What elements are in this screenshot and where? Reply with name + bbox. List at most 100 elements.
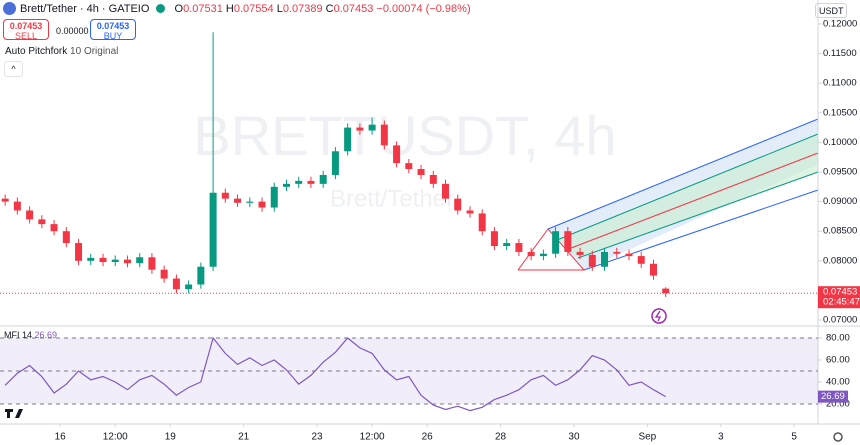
spread: 0.00000 xyxy=(56,26,89,36)
watermark-sub: Brett/Tether xyxy=(330,185,454,212)
currency-selector[interactable]: USDT xyxy=(815,3,847,18)
candle-body xyxy=(13,201,21,211)
candle-body xyxy=(356,127,364,131)
ohlc-value: 0.07389 xyxy=(282,3,323,15)
symbol-title: Brett/Tether · 4h · GATEIO xyxy=(20,3,150,15)
candle-body xyxy=(601,251,609,267)
candle-body xyxy=(429,174,437,184)
pitchfork-line xyxy=(556,133,819,241)
candle-body xyxy=(258,201,266,208)
indicator-name: Auto Pitchfork xyxy=(5,46,68,57)
candle-body xyxy=(368,124,376,131)
candle-body xyxy=(148,257,156,270)
symbol-icon xyxy=(3,2,16,15)
buy-button[interactable]: 0.07453 BUY xyxy=(90,19,136,41)
ohlc-value: 0.07554 xyxy=(233,3,274,15)
y-tick-label: 60.00 xyxy=(826,355,850,366)
countdown: 02:45:47 xyxy=(823,297,860,308)
candle-body xyxy=(209,192,217,267)
sell-label: SELL xyxy=(14,31,38,41)
change: −0.00074 (−0.98%) xyxy=(376,3,471,15)
mfi-line xyxy=(4,336,666,412)
y-tick-label: 0.10500 xyxy=(823,107,857,118)
y-tick-label: 0.11500 xyxy=(823,48,857,59)
pitchfork-median xyxy=(565,152,819,251)
pitchfork-line xyxy=(547,118,819,230)
x-tick-label: 19 xyxy=(165,432,177,443)
axis-unit: USDT xyxy=(819,6,844,16)
candle-body xyxy=(588,254,596,267)
x-tick-label: 12:00 xyxy=(103,432,128,443)
last-price-label: 0.07453 xyxy=(823,287,857,298)
mfi-last-box xyxy=(818,390,848,403)
candle-body xyxy=(319,174,327,184)
x-tick-label: 30 xyxy=(568,432,580,443)
y-tick-label: 80.00 xyxy=(826,333,850,344)
y-tick-label: 40.00 xyxy=(826,377,850,388)
candle-body xyxy=(576,251,584,255)
x-tick-label: 12:00 xyxy=(360,432,385,443)
candle-body xyxy=(172,278,180,290)
candle-body xyxy=(123,259,131,264)
x-tick-label: Sep xyxy=(638,432,656,443)
candle-body xyxy=(564,231,572,252)
y-tick-label: 0.09000 xyxy=(823,196,857,207)
settings-icon[interactable] xyxy=(833,432,843,442)
header: Brett/Tether · 4h · GATEIO O0.07531 H0.0… xyxy=(20,3,471,15)
candle-body xyxy=(307,180,315,184)
y-tick-label: 0.08000 xyxy=(823,255,857,266)
logo xyxy=(5,409,23,418)
x-tick-label: 26 xyxy=(422,432,434,443)
x-tick-label: 23 xyxy=(312,432,324,443)
candle-body xyxy=(295,180,303,184)
candle-body xyxy=(539,253,547,257)
pitchfork-line xyxy=(577,171,819,259)
candle-body xyxy=(637,256,645,264)
mfi-legend: MFI 14 26.69 xyxy=(4,330,57,340)
ohlc-key: C xyxy=(325,3,334,15)
candle-body xyxy=(136,257,144,264)
candle-body xyxy=(662,288,670,294)
candle-body xyxy=(246,201,254,203)
candle-body xyxy=(1,198,9,202)
y-tick-label: 0.09500 xyxy=(823,167,857,178)
pitchfork-inner xyxy=(557,134,818,258)
candle-body xyxy=(503,243,511,247)
candle-body xyxy=(62,231,70,244)
candle-body xyxy=(38,219,46,225)
y-tick-label: 0.07000 xyxy=(823,315,857,326)
candle-body xyxy=(442,183,450,199)
x-tick-label: 21 xyxy=(238,432,250,443)
status-dot xyxy=(156,4,166,13)
candle-body xyxy=(405,163,413,170)
candle-body xyxy=(331,151,339,175)
y-tick-label: 0.08500 xyxy=(823,226,857,237)
y-tick-label: 0.10000 xyxy=(823,137,857,148)
candle-body xyxy=(454,198,462,211)
indicator-params: 10 Original xyxy=(70,46,119,57)
sell-button[interactable]: 0.07453 SELL xyxy=(3,19,49,41)
y-tick-label: 0.11000 xyxy=(823,78,857,89)
candle-body xyxy=(234,198,242,203)
candle-body xyxy=(26,210,34,220)
candle-body xyxy=(185,284,193,290)
candle-body xyxy=(515,243,523,252)
candle-body xyxy=(111,259,119,263)
candle-body xyxy=(270,186,278,208)
candle-body xyxy=(380,124,388,146)
collapse-button[interactable]: ^ xyxy=(4,61,23,77)
x-tick-label: 16 xyxy=(55,432,67,443)
candle-body xyxy=(221,192,229,199)
candle-body xyxy=(197,266,205,285)
y-tick-label: 0.12000 xyxy=(823,18,857,29)
alert-icon[interactable] xyxy=(651,308,667,324)
candle-body xyxy=(344,127,352,152)
candle-body xyxy=(283,183,291,187)
candle-body xyxy=(87,257,95,261)
candle-body xyxy=(393,145,401,164)
last-price-box xyxy=(818,286,860,309)
x-tick-label: 5 xyxy=(791,432,797,443)
indicator-legend: Auto Pitchfork 10 Original xyxy=(5,46,118,57)
